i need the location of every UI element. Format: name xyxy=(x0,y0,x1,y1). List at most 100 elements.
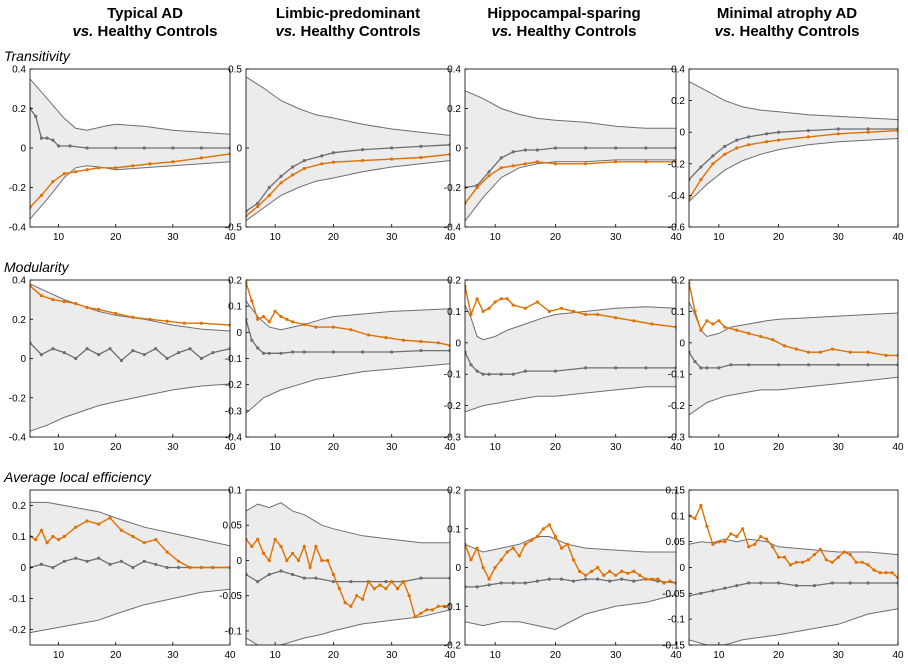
observed-series-point xyxy=(142,541,146,545)
null-series-point xyxy=(836,127,840,131)
observed-series-point xyxy=(608,569,612,574)
null-series-point xyxy=(74,556,78,560)
plot-area xyxy=(689,281,898,416)
null-series-point xyxy=(267,351,271,355)
axes-frame xyxy=(464,279,677,438)
row-titles: Transitivity Modularity Average local ef… xyxy=(3,48,152,485)
observed-series-point xyxy=(842,550,846,554)
observed-series-point xyxy=(267,558,271,563)
observed-series-point xyxy=(860,560,864,564)
chart-panels: 10 20 30 400.40.20-0.2-0.410 20 30 400.50-0.51… xyxy=(9,65,904,662)
observed-series-point xyxy=(384,587,388,591)
observed-series-point xyxy=(273,309,277,313)
observed-series-point xyxy=(794,347,799,351)
null-series-point xyxy=(390,350,394,354)
null-series-point xyxy=(644,146,648,150)
chart-panel-r2-c2: 10 20 30 40 0.2 0.1 0 -0.1 -0.2 xyxy=(444,486,682,662)
null-series-point xyxy=(390,146,394,150)
null-series-line xyxy=(246,570,450,583)
y-tick-label: 0.4 xyxy=(12,65,26,76)
observed-series-point xyxy=(517,554,521,558)
null-series-point xyxy=(559,577,564,581)
observed-series-point xyxy=(505,297,509,301)
observed-series-point xyxy=(469,558,473,562)
null-series-point xyxy=(487,583,491,587)
observed-series-point xyxy=(331,572,335,577)
x-tick-label: 30 xyxy=(610,442,622,453)
observed-series-point xyxy=(108,516,112,520)
observed-series-point xyxy=(890,571,894,575)
y-tick-label: -0.3 xyxy=(444,433,462,444)
observed-series-point xyxy=(51,534,55,539)
observed-series-point xyxy=(51,298,55,302)
observed-series-point xyxy=(614,316,618,320)
null-series-point xyxy=(267,185,271,190)
observed-series-point xyxy=(199,321,203,325)
y-tick-label: 0.5 xyxy=(228,65,242,76)
y-tick-label: 0.1 xyxy=(12,532,26,543)
y-tick-label: 0.2 xyxy=(12,315,26,326)
null-series-point xyxy=(620,577,624,581)
observed-series-point xyxy=(723,540,727,544)
x-tick-label: 30 xyxy=(167,442,179,453)
observed-series-point xyxy=(314,325,318,329)
x-tick-label: 30 xyxy=(386,442,398,453)
observed-series-point xyxy=(662,581,666,585)
null-series-point xyxy=(836,363,840,367)
observed-series-point xyxy=(753,542,757,546)
chart-panel-r2-c0: 10 20 30 40 0.2 0.1 0 -0.1 -0.2 xyxy=(9,489,236,661)
observed-series-point xyxy=(487,174,491,178)
null-band-area xyxy=(30,78,230,220)
null-series-point xyxy=(499,156,503,160)
observed-series-point xyxy=(759,534,763,539)
null-series-point xyxy=(361,148,365,152)
x-tick-label: 40 xyxy=(670,232,682,243)
plot-area xyxy=(465,90,676,222)
observed-series-point xyxy=(830,347,834,351)
x-tick-label: 30 xyxy=(167,232,179,243)
null-series-point xyxy=(34,114,38,118)
axes-frame xyxy=(245,489,451,646)
observed-series-point xyxy=(401,580,405,584)
null-band-area xyxy=(30,283,230,432)
y-tick-label: 0.2 xyxy=(12,104,26,115)
null-series-point xyxy=(596,577,600,581)
observed-series-point xyxy=(535,160,539,164)
y-tick-label: -0.6 xyxy=(668,223,686,234)
null-series-point xyxy=(553,369,558,373)
axes-frame xyxy=(688,279,899,438)
observed-series-point xyxy=(705,524,709,528)
observed-series-point xyxy=(285,317,289,321)
null-series-point xyxy=(279,351,283,355)
chart-panel-r0-c2: 10 20 30 40 0.4 0.2 0 -0.2 -0.4 xyxy=(444,65,682,244)
x-tick-label: 20 xyxy=(328,232,340,243)
observed-series-point xyxy=(644,160,648,164)
observed-series-point xyxy=(349,604,353,608)
band-lower-line xyxy=(689,138,898,203)
observed-series-point xyxy=(85,305,89,310)
y-tick-label: 0.05 xyxy=(666,537,686,548)
observed-series-point xyxy=(884,571,888,575)
observed-series-point xyxy=(331,325,335,329)
null-series-point xyxy=(723,144,727,148)
observed-series-point xyxy=(499,297,503,301)
null-band-area xyxy=(465,305,676,412)
observed-series-point xyxy=(699,328,703,332)
observed-series-point xyxy=(177,559,181,563)
null-series-point xyxy=(142,353,146,357)
y-tick-label: -0.15 xyxy=(662,641,685,652)
band-upper-line xyxy=(246,76,450,136)
observed-series-point xyxy=(596,565,600,570)
null-series-point xyxy=(39,136,44,140)
observed-series-point xyxy=(273,537,277,541)
observed-series-point xyxy=(211,565,215,570)
x-tick-label: 20 xyxy=(550,442,562,453)
observed-series-point xyxy=(267,320,271,324)
band-upper-line xyxy=(465,304,676,341)
observed-series-point xyxy=(97,307,101,311)
plot-area xyxy=(30,501,230,634)
observed-series-point xyxy=(854,560,858,564)
observed-series-point xyxy=(85,519,89,523)
null-series-point xyxy=(699,366,703,370)
